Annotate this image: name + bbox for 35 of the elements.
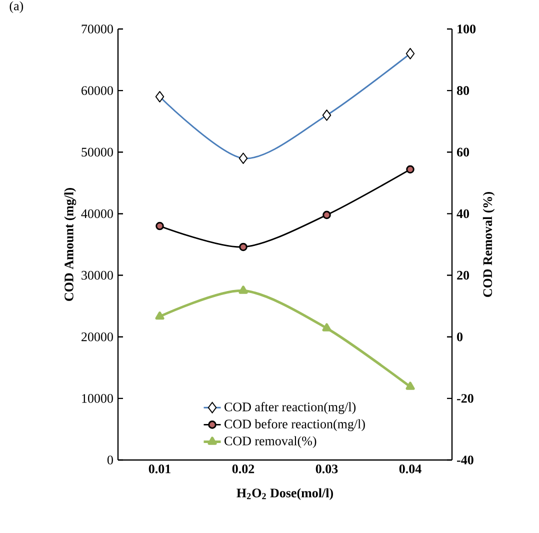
- text: (a): [10, 1, 24, 13]
- point: [406, 382, 415, 390]
- y-tick-label: 20000: [82, 332, 113, 342]
- y2-tick-label: 60: [456, 148, 470, 157]
- y-tick-label: 50000: [82, 148, 113, 157]
- y-tick-label: 40000: [81, 209, 113, 218]
- y-tick-label: 60000: [82, 86, 113, 95]
- point: [322, 323, 332, 332]
- y2-tick-label: 100: [458, 24, 476, 34]
- x-tick-label: 0.03: [316, 464, 338, 474]
- x-tick-label: 0.02: [232, 464, 254, 474]
- y-tick-label: 0: [107, 456, 113, 464]
- point: [406, 165, 414, 174]
- legend-label: COD removal(%): [224, 436, 316, 448]
- y-tick-label: 10000: [82, 394, 113, 403]
- y2-tick-label: -20: [457, 394, 474, 403]
- point: [238, 286, 248, 294]
- y-axis-title: COD Amount (mg/l): [64, 188, 76, 301]
- legend-label: COD before reaction(mg/l): [224, 419, 365, 432]
- point: [322, 210, 331, 220]
- x-tick-label: 0.01: [148, 464, 170, 474]
- y-tick-label: 70000: [82, 24, 113, 34]
- point: [156, 222, 164, 230]
- y2-tick-label: -40: [457, 456, 474, 464]
- point: [239, 242, 248, 252]
- x-axis-title: H$_{2}$O$_{2}$ Dose(mol/l): [236, 488, 333, 500]
- point: [155, 312, 164, 320]
- legend-label: COD after reaction(mg/l): [224, 402, 356, 414]
- x-tick-label: 0.04: [399, 464, 422, 474]
- y2-tick-label: 20: [457, 270, 470, 280]
- y2-tick-label: 0: [457, 332, 463, 342]
- y-tick-label: 30000: [82, 270, 113, 280]
- y2-tick-label: 80: [456, 86, 470, 95]
- y2-axis-title: COD Removal (%): [482, 192, 495, 297]
- y2-tick-label: 40: [456, 209, 470, 218]
